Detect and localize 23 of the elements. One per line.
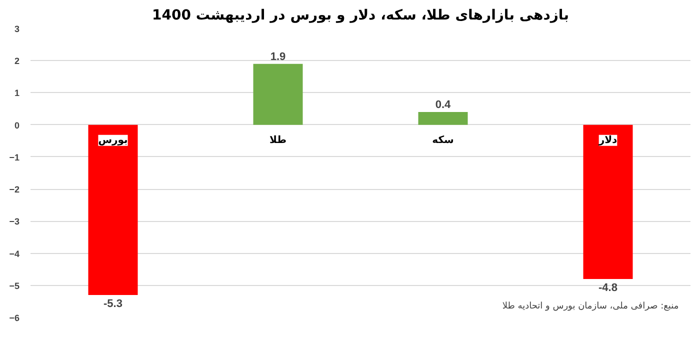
y-tick-label: 2	[14, 56, 20, 66]
bar	[253, 64, 303, 125]
x-tick-label: سکه	[432, 134, 454, 146]
y-tick-label: 0	[14, 120, 20, 130]
y-tick-label: 3	[14, 24, 20, 34]
data-label: -4.8	[598, 282, 618, 294]
y-tick-label: −2	[9, 184, 20, 195]
y-tick-label: −3	[9, 216, 20, 227]
y-tick-label: −6	[9, 313, 20, 323]
x-tick-label: بورس	[98, 134, 128, 146]
x-tick-label: طلا	[269, 134, 287, 146]
data-label: 0.4	[435, 98, 452, 111]
annotation: منبع: صرافی ملی، سازمان بورس و اتحادیه طلا	[502, 302, 679, 312]
y-tick-label: −5	[9, 280, 20, 291]
y-tick-label: 1	[14, 88, 20, 98]
y-tick-label: −1	[9, 152, 20, 162]
data-label: -5.3	[104, 298, 122, 310]
bar	[418, 112, 468, 125]
y-tick-label: −4	[9, 248, 20, 259]
bar	[88, 124, 138, 296]
chart-title: بازدهی بازارهای طلا، سکه، دلار و بورس در اردیبهشت 1400	[152, 8, 569, 24]
data-label: 1.9	[270, 50, 286, 63]
bar	[583, 124, 633, 279]
